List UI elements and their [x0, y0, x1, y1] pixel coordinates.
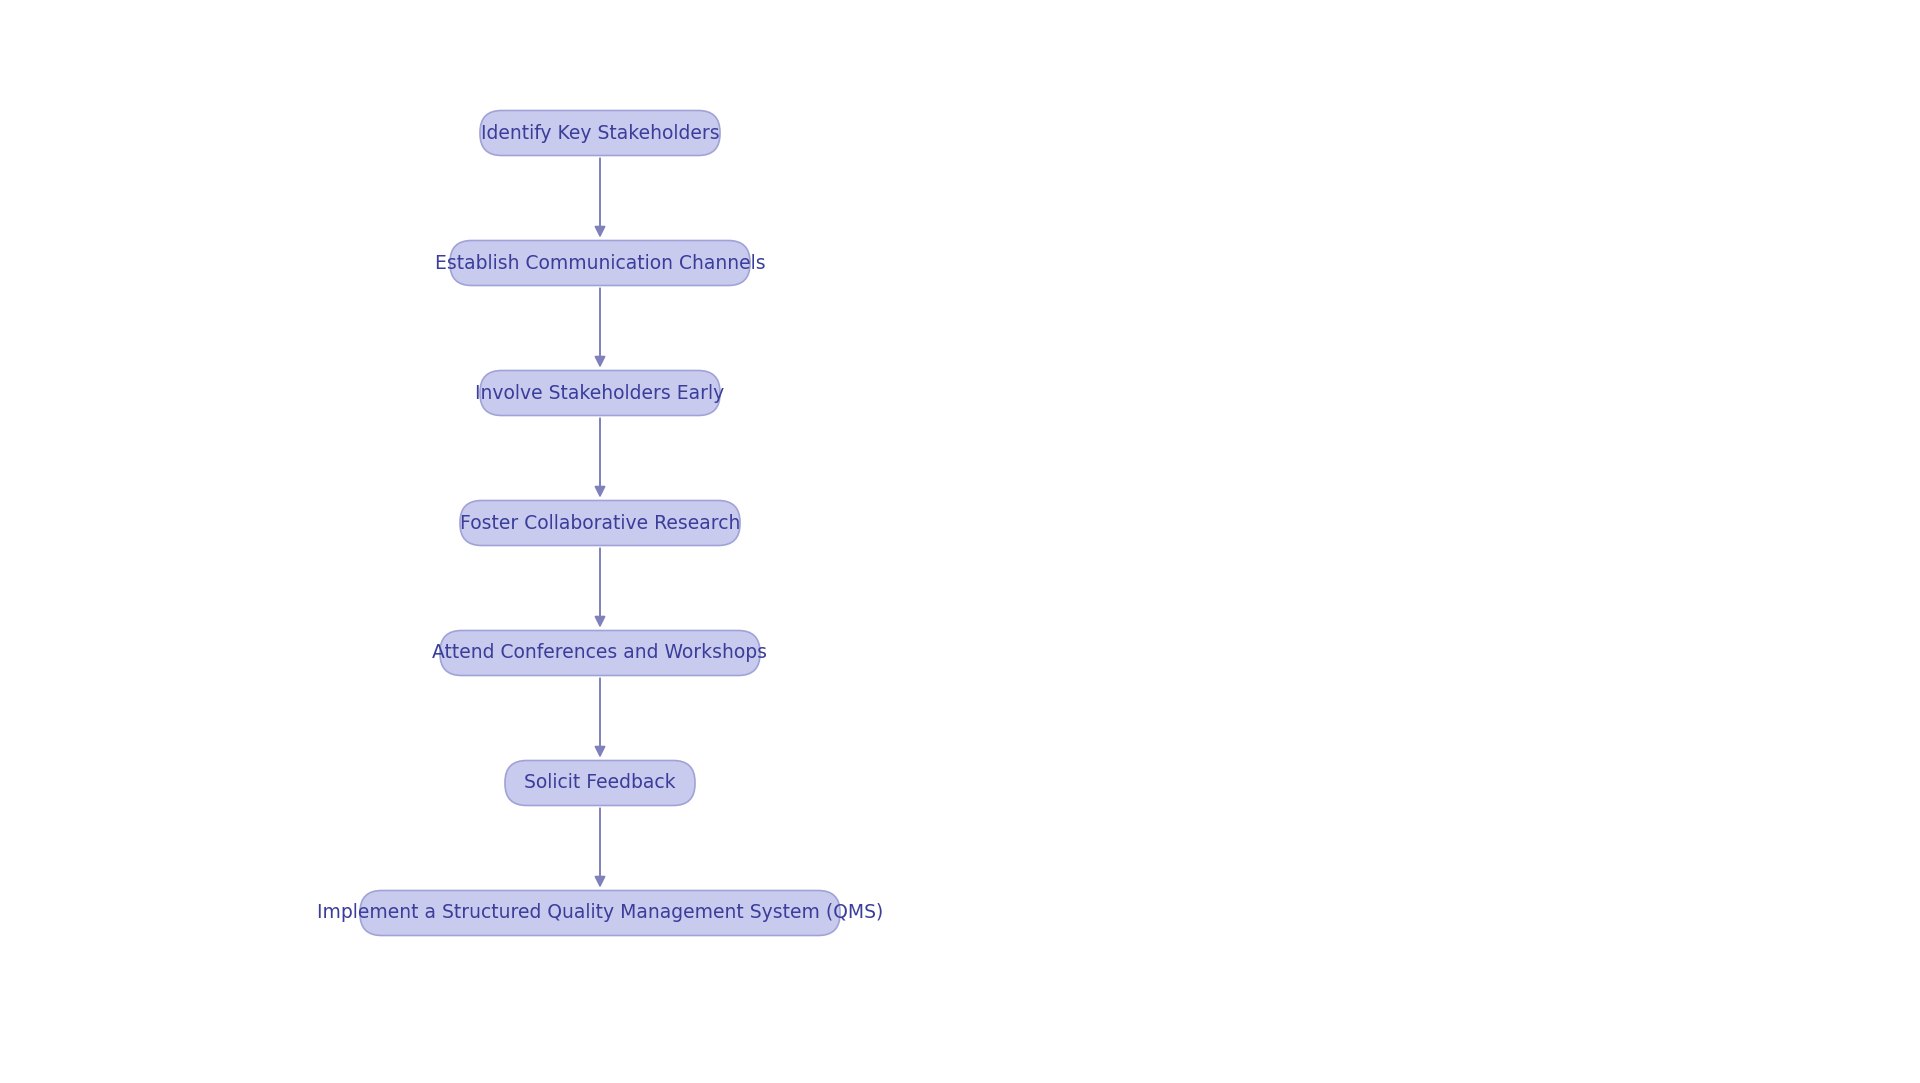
FancyBboxPatch shape [449, 240, 751, 286]
FancyBboxPatch shape [461, 500, 739, 546]
FancyBboxPatch shape [440, 630, 760, 676]
Text: Attend Conferences and Workshops: Attend Conferences and Workshops [432, 643, 768, 663]
Text: Establish Communication Channels: Establish Communication Channels [434, 253, 766, 273]
Text: Foster Collaborative Research: Foster Collaborative Research [459, 513, 741, 533]
Text: Implement a Structured Quality Management System (QMS): Implement a Structured Quality Managemen… [317, 903, 883, 923]
FancyBboxPatch shape [480, 110, 720, 156]
Text: Identify Key Stakeholders: Identify Key Stakeholders [480, 123, 720, 143]
FancyBboxPatch shape [361, 890, 841, 936]
FancyBboxPatch shape [505, 760, 695, 806]
Text: Solicit Feedback: Solicit Feedback [524, 773, 676, 793]
Text: Involve Stakeholders Early: Involve Stakeholders Early [476, 383, 724, 403]
FancyBboxPatch shape [480, 370, 720, 416]
